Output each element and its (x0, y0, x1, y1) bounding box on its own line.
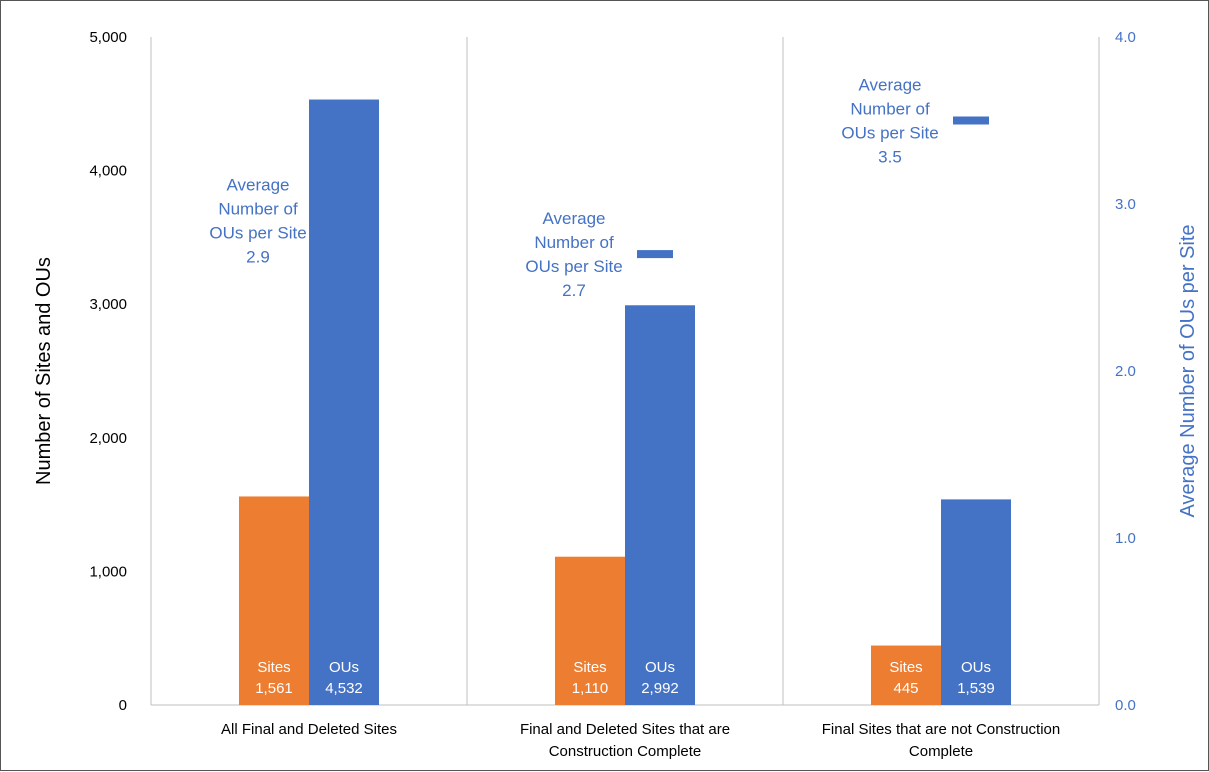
average-label-line-0-2: Average (858, 76, 921, 95)
bar-value-label-ous-1: 2,992 (641, 680, 679, 697)
average-value-label-1: 2.7 (562, 281, 586, 300)
category-label-1-line-0: Final and Deleted Sites that are (520, 721, 730, 738)
average-label-line-0-1: Average (542, 209, 605, 228)
y-tick-label-4: 4,000 (89, 163, 127, 180)
average-label-line-0-0: Average (226, 176, 289, 195)
average-marker-0 (321, 216, 357, 225)
bar-value-label-sites-2: 445 (893, 680, 918, 697)
right-axis-ticks: 0.0 1.0 2.0 3.0 4.0 (1115, 29, 1136, 714)
category-label-2-line-0: Final Sites that are not Construction (822, 721, 1060, 738)
y2-tick-label-3: 3.0 (1115, 196, 1136, 213)
y-tick-label-1: 1,000 (89, 563, 127, 580)
bar-sites-2 (871, 645, 941, 705)
bar-value-label-ous-0: 4,532 (325, 680, 363, 697)
bar-value-label-ous-2: 1,539 (957, 680, 995, 697)
y2-tick-label-1: 1.0 (1115, 530, 1136, 547)
bar-sites-0 (239, 496, 309, 705)
y2-axis-title: Average Number of OUs per Site (1177, 224, 1199, 517)
bar-ous-1 (625, 305, 695, 705)
bar-series-label-sites-2: Sites (889, 659, 922, 676)
average-markers (321, 116, 989, 259)
bar-ous-2 (941, 499, 1011, 705)
bar-series-label-ous-1: OUs (645, 659, 675, 676)
average-value-label-2: 3.5 (878, 148, 902, 167)
y2-tick-label-0: 0.0 (1115, 697, 1136, 714)
average-label-line-2-0: OUs per Site (209, 224, 306, 243)
average-label-line-1-2: Number of (850, 100, 930, 119)
category-label-2-line-1: Complete (909, 743, 973, 760)
y-tick-label-2: 2,000 (89, 430, 127, 447)
bar-ous-0 (309, 99, 379, 706)
average-marker-1 (637, 250, 673, 259)
y-tick-label-0: 0 (119, 697, 127, 714)
bar-series-label-ous-0: OUs (329, 659, 359, 676)
bar-value-label-sites-0: 1,561 (255, 680, 293, 697)
y-tick-label-5: 5,000 (89, 29, 127, 46)
category-label-0-line-0: All Final and Deleted Sites (221, 721, 397, 738)
average-value-label-0: 2.9 (246, 248, 270, 267)
bar-series-label-sites-0: Sites (257, 659, 290, 676)
bar-value-label-sites-1: 1,110 (572, 680, 608, 697)
bar-labels: Sites 1,561 OUs 4,532 Sites 1,110 OUs 2,992 Site… (255, 659, 995, 697)
average-label-line-2-2: OUs per Site (841, 124, 938, 143)
left-axis-ticks: 0 1,000 2,000 3,000 4,000 5,000 (89, 29, 127, 714)
category-label-1-line-1: Construction Complete (549, 743, 702, 760)
average-labels: Average Number of OUs per Site 2.9 Average Nu… (209, 76, 938, 301)
y2-tick-label-4: 4.0 (1115, 29, 1136, 46)
average-marker-2 (953, 116, 989, 125)
bar-sites-1 (555, 556, 625, 705)
y-axis-title: Number of Sites and OUs (33, 257, 55, 485)
bars (239, 99, 1011, 706)
y-tick-label-3: 3,000 (89, 296, 127, 313)
average-label-line-1-1: Number of (534, 233, 614, 252)
y2-tick-label-2: 2.0 (1115, 363, 1136, 380)
average-label-line-2-1: OUs per Site (525, 257, 622, 276)
bar-series-label-ous-2: OUs (961, 659, 991, 676)
average-label-line-1-0: Number of (218, 200, 298, 219)
bar-series-label-sites-1: Sites (573, 659, 606, 676)
category-labels: All Final and Deleted Sites Final and Del… (221, 721, 1060, 760)
